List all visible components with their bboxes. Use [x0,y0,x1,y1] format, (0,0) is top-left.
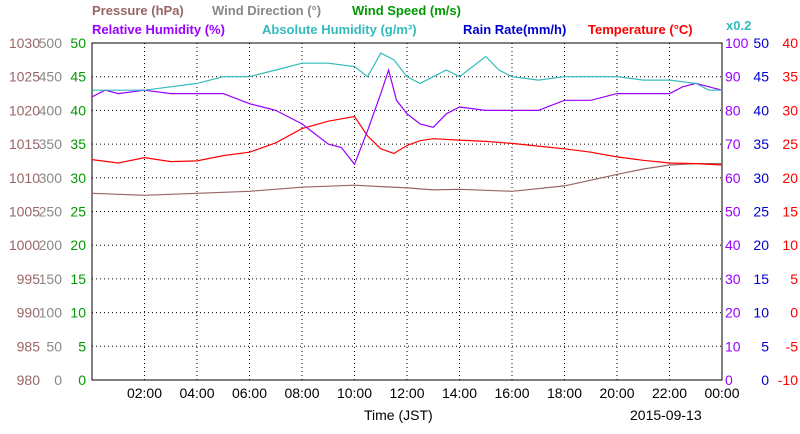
humidity-tick-label: 20 [725,305,741,321]
humidity-tick-label: 30 [725,271,741,287]
series-line-humidity [91,67,723,166]
pressure-tick-label: 1000 [9,237,40,253]
wind-speed-tick-label: 50 [70,35,86,51]
x-tick-label: 14:00 [442,385,477,401]
x-tick-label: 12:00 [389,385,424,401]
rain-rate-tick-label: 40 [753,102,769,118]
series-line-temperature [91,115,723,166]
humidity-tick-label: 0 [725,372,733,388]
x-tick-label: 20:00 [599,385,634,401]
rain-rate-tick-label: 5 [761,338,769,354]
temperature-tick-label: 40 [782,35,798,51]
rain-rate-tick-label: 30 [753,170,769,186]
temperature-tick-label: 20 [782,170,798,186]
x-tick-label: 22:00 [652,385,687,401]
wind-direction-tick-label: 300 [39,170,63,186]
wind-direction-tick-label: 500 [39,35,63,51]
pressure-tick-label: 1020 [9,102,40,118]
wind-direction-tick-label: 450 [39,69,63,85]
series-line-humidity [92,52,722,91]
pressure-tick-label: 1015 [9,136,40,152]
wind-speed-tick-label: 40 [70,102,86,118]
legend-absolute-humidity: Absolute Humidity (g/m³) [262,22,417,37]
wind-direction-tick-label: 150 [39,271,63,287]
temperature-tick-label: -5 [786,338,799,354]
pressure-tick-label: 985 [17,338,41,354]
rain-rate-tick-label: 50 [753,35,769,51]
wind-speed-tick-label: 45 [70,69,86,85]
wind-speed-tick-label: 30 [70,170,86,186]
wind-direction-tick-label: 250 [39,204,63,220]
wind-direction-tick-label: 350 [39,136,63,152]
humidity-tick-label: 40 [725,237,741,253]
rain-rate-tick-label: 25 [753,204,769,220]
series-group [91,52,723,196]
humidity-tick-label: 10 [725,338,741,354]
pressure-tick-label: 980 [17,372,41,388]
wind-direction-tick-label: 50 [46,338,62,354]
rain-rate-tick-label: 45 [753,69,769,85]
plot-frame [91,42,723,381]
humidity-tick-label: 100 [725,35,749,51]
wind-speed-tick-label: 35 [70,136,86,152]
humidity-tick-label: 70 [725,136,741,152]
legend-wind-speed: Wind Speed (m/s) [352,3,461,18]
chart-date: 2015-09-13 [630,407,702,423]
wind-direction-tick-label: 400 [39,102,63,118]
wind-speed-tick-label: 20 [70,237,86,253]
series-line-pressure [91,163,722,196]
multiplier-note: x0.2 [726,18,751,33]
wind-speed-tick-label: 15 [70,271,86,287]
rain-rate-tick-label: 0 [761,372,769,388]
x-tick-label: 00:00 [704,385,739,401]
legend-temperature: Temperature (°C) [588,22,693,37]
rain-rate-tick-label: 15 [753,271,769,287]
temperature-tick-label: 35 [782,69,798,85]
temperature-tick-label: 10 [782,237,798,253]
temperature-tick-label: -10 [778,372,798,388]
pressure-tick-label: 1010 [9,170,40,186]
legend-rain-rate: Rain Rate(mm/h) [463,22,566,37]
legend-wind-direction: Wind Direction (°) [212,3,321,18]
temperature-tick-label: 30 [782,102,798,118]
wind-direction-tick-label: 0 [54,372,62,388]
humidity-tick-label: 50 [725,204,741,220]
wind-speed-tick-label: 10 [70,305,86,321]
temperature-tick-label: 15 [782,204,798,220]
pressure-tick-label: 995 [17,271,41,287]
humidity-tick-label: 80 [725,102,741,118]
x-tick-label: 18:00 [547,385,582,401]
x-tick-label: 10:00 [337,385,372,401]
wind-speed-tick-label: 25 [70,204,86,220]
wind-direction-tick-label: 100 [39,305,63,321]
rain-rate-tick-label: 20 [753,237,769,253]
legend-relative-humidity: Relative Humidity (%) [92,22,225,37]
x-tick-label: 04:00 [179,385,214,401]
wind-speed-tick-label: 5 [78,338,86,354]
x-tick-label: 06:00 [232,385,267,401]
x-tick-label: 08:00 [284,385,319,401]
humidity-tick-label: 90 [725,69,741,85]
pressure-tick-label: 1030 [9,35,40,51]
x-tick-label: 16:00 [494,385,529,401]
pressure-tick-label: 1025 [9,69,40,85]
axis-labels: 1030102510201015101010051000995990985980… [9,35,798,401]
temperature-tick-label: 5 [790,271,798,287]
temperature-tick-label: 0 [790,305,798,321]
x-tick-label: 02:00 [127,385,162,401]
rain-rate-tick-label: 10 [753,305,769,321]
wind-speed-tick-label: 0 [78,372,86,388]
humidity-tick-label: 60 [725,170,741,186]
temperature-tick-label: 25 [782,136,798,152]
pressure-tick-label: 1005 [9,204,40,220]
grid [92,43,722,380]
pressure-tick-label: 990 [17,305,41,321]
rain-rate-tick-label: 35 [753,136,769,152]
x-axis-title: Time (JST) [364,407,433,423]
legend-pressure: Pressure (hPa) [92,3,184,18]
wind-direction-tick-label: 200 [39,237,63,253]
